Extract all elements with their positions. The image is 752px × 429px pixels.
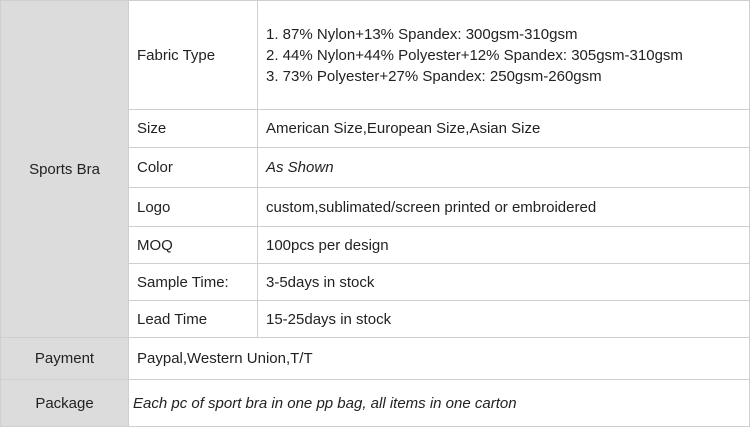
payment-label: Payment bbox=[0, 337, 129, 380]
table-row: Logo custom,sublimated/screen printed or … bbox=[1, 187, 750, 227]
table-row: Lead Time 15-25days in stock bbox=[1, 300, 750, 338]
row-label: Color bbox=[128, 147, 258, 188]
fabric-line: 2. 44% Nylon+44% Polyester+12% Spandex: … bbox=[266, 46, 683, 64]
section-label: Sports Bra bbox=[0, 0, 129, 338]
row-label: Sample Time: bbox=[128, 263, 258, 301]
row-label: Lead Time bbox=[128, 300, 258, 338]
row-value: custom,sublimated/screen printed or embr… bbox=[257, 187, 750, 227]
fabric-line: 1. 87% Nylon+13% Spandex: 300gsm-310gsm bbox=[266, 25, 578, 43]
payment-value: Paypal,Western Union,T/T bbox=[128, 337, 750, 380]
fabric-type-value: 1. 87% Nylon+13% Spandex: 300gsm-310gsm … bbox=[257, 0, 750, 110]
row-label: Size bbox=[128, 109, 258, 148]
package-value: Each pc of sport bra in one pp bag, all … bbox=[128, 379, 750, 427]
table-row: Size American Size,European Size,Asian Si… bbox=[1, 109, 750, 148]
table-row: Sample Time: 3-5days in stock bbox=[1, 263, 750, 301]
row-value: 3-5days in stock bbox=[257, 263, 750, 301]
row-label: Fabric Type bbox=[128, 0, 258, 110]
table-row: Package Each pc of sport bra in one pp ba… bbox=[0, 379, 750, 427]
table-row: Color As Shown bbox=[1, 147, 750, 188]
row-value: 15-25days in stock bbox=[257, 300, 750, 338]
row-value: American Size,European Size,Asian Size bbox=[257, 109, 750, 148]
table-row: Payment Paypal,Western Union,T/T bbox=[0, 337, 750, 380]
fabric-line: 3. 73% Polyester+27% Spandex: 250gsm-260… bbox=[266, 67, 602, 85]
row-label: Logo bbox=[128, 187, 258, 227]
table-row: Sports Bra Fabric Type 1. 87% Nylon+13% … bbox=[0, 0, 750, 338]
package-label: Package bbox=[0, 379, 129, 427]
row-value: 100pcs per design bbox=[257, 226, 750, 264]
table-row: MOQ 100pcs per design bbox=[1, 226, 750, 264]
row-label: MOQ bbox=[128, 226, 258, 264]
row-value: As Shown bbox=[257, 147, 750, 188]
